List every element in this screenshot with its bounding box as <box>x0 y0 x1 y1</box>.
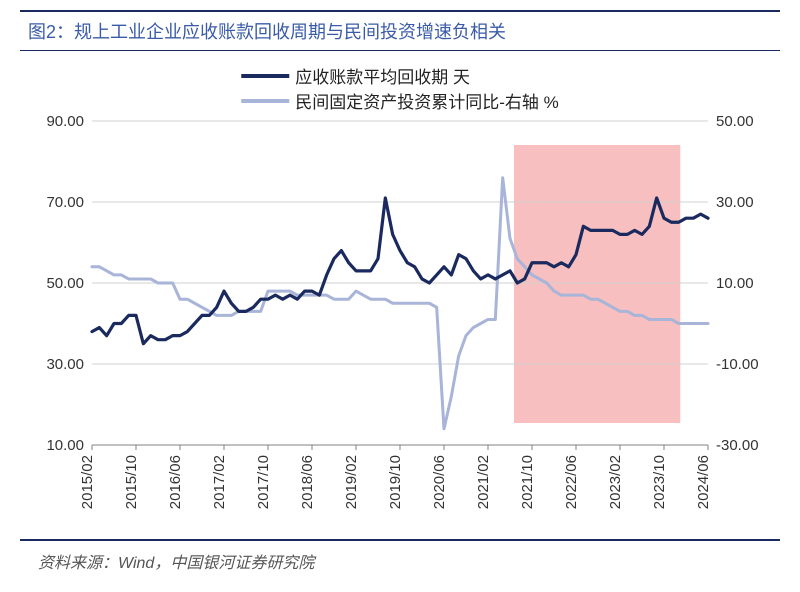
svg-text:2015/02: 2015/02 <box>79 455 96 509</box>
chart-title-bar: 图2：规上工业企业应收账款回收周期与民间投资增速负相关 <box>20 10 780 51</box>
svg-text:2017/10: 2017/10 <box>255 455 272 509</box>
svg-text:2023/10: 2023/10 <box>651 455 668 509</box>
legend-item-1: 应收账款平均回收期 天 <box>241 63 559 88</box>
legend-swatch-1 <box>241 74 289 78</box>
source-text: 资料来源：Wind，中国银河证券研究院 <box>20 541 780 573</box>
svg-text:2019/02: 2019/02 <box>343 455 360 509</box>
legend-label-1: 应收账款平均回收期 天 <box>295 63 470 88</box>
svg-text:2021/02: 2021/02 <box>475 455 492 509</box>
chart-area: 应收账款平均回收期 天 民间固定资产投资累计同比-右轴 % 2015/02201… <box>20 57 780 537</box>
svg-text:10.00: 10.00 <box>46 437 84 454</box>
svg-text:2020/06: 2020/06 <box>431 455 448 509</box>
svg-text:50.00: 50.00 <box>46 275 84 292</box>
svg-text:50.00: 50.00 <box>716 113 754 130</box>
svg-text:2018/06: 2018/06 <box>299 455 316 509</box>
svg-text:2019/10: 2019/10 <box>387 455 404 509</box>
svg-text:-30.00: -30.00 <box>716 437 759 454</box>
legend: 应收账款平均回收期 天 民间固定资产投资累计同比-右轴 % <box>241 63 559 113</box>
svg-text:2022/06: 2022/06 <box>563 455 580 509</box>
svg-text:2017/02: 2017/02 <box>211 455 228 509</box>
legend-swatch-2 <box>241 99 289 103</box>
svg-text:30.00: 30.00 <box>716 194 754 211</box>
svg-text:2023/02: 2023/02 <box>607 455 624 509</box>
svg-text:-10.00: -10.00 <box>716 356 759 373</box>
chart-svg: 2015/02 2015/10 2016/06 2017/02 2017/10 2018/… <box>20 57 780 537</box>
legend-item-2: 民间固定资产投资累计同比-右轴 % <box>241 88 559 113</box>
legend-label-2: 民间固定资产投资累计同比-右轴 % <box>295 88 559 113</box>
chart-title: 图2：规上工业企业应收账款回收周期与民间投资增速负相关 <box>28 22 506 42</box>
svg-text:2021/10: 2021/10 <box>519 455 536 509</box>
svg-text:90.00: 90.00 <box>46 113 84 130</box>
svg-text:30.00: 30.00 <box>46 356 84 373</box>
svg-text:10.00: 10.00 <box>716 275 754 292</box>
svg-text:2015/10: 2015/10 <box>123 455 140 509</box>
svg-text:70.00: 70.00 <box>46 194 84 211</box>
svg-text:2016/06: 2016/06 <box>167 455 184 509</box>
svg-text:2024/06: 2024/06 <box>695 455 712 509</box>
